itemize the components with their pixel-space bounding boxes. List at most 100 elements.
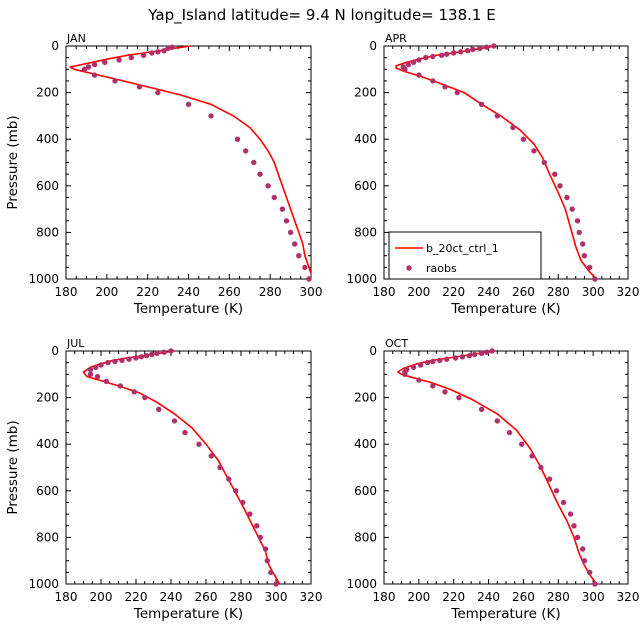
raobs-point [161, 48, 167, 54]
raobs-point [283, 218, 290, 224]
raobs-point [410, 59, 417, 65]
raobs-point [477, 45, 483, 51]
raobs-point [168, 348, 174, 354]
raobs-point [478, 350, 485, 356]
raobs-point [430, 358, 436, 365]
legend-model-label: b_20ct_ctrl_1 [426, 242, 499, 255]
raobs-point [112, 78, 118, 84]
x-tick-label: 280 [547, 285, 570, 299]
raobs-point [430, 78, 436, 84]
raobs-point [510, 124, 516, 131]
raobs-point [306, 276, 312, 282]
raobs-point [234, 136, 241, 142]
raobs-point [271, 194, 277, 201]
y-tick-label: 0 [51, 39, 59, 53]
raobs-point [560, 499, 567, 506]
raobs-point [456, 394, 462, 401]
raobs-point [149, 50, 155, 56]
raobs-point [131, 389, 137, 395]
panel-month-label: OCT [385, 337, 408, 350]
raobs-point [592, 581, 598, 587]
y-axis-label: Pressure (mb) [5, 115, 21, 209]
raobs-point [302, 264, 308, 271]
raobs-point [442, 389, 448, 395]
raobs-point [541, 159, 547, 166]
y-tick-label: 0 [369, 39, 377, 53]
x-tick-label: 200 [95, 285, 118, 299]
raobs-point [410, 364, 417, 370]
x-tick-label: 220 [125, 590, 148, 604]
raobs-point [538, 464, 544, 471]
y-tick-label: 800 [36, 530, 59, 544]
raobs-point [416, 72, 422, 78]
x-tick-label: 180 [373, 285, 396, 299]
raobs-point [296, 253, 302, 259]
raobs-point [240, 499, 246, 506]
raobs-point [140, 52, 147, 58]
raobs-point [417, 362, 424, 368]
raobs-point [519, 441, 525, 447]
raobs-point [557, 183, 563, 189]
x-tick-label: 320 [617, 285, 640, 299]
raobs-point [243, 148, 249, 154]
panel-month-label: JUL [66, 337, 85, 350]
y-tick-label: 400 [36, 437, 59, 451]
raobs-point [484, 349, 490, 355]
x-tick-label: 240 [177, 285, 200, 299]
raobs-point [438, 52, 445, 58]
raobs-point [254, 523, 260, 529]
raobs-point [98, 362, 104, 368]
raobs-point [257, 534, 263, 541]
raobs-point [587, 569, 593, 576]
raobs-point [105, 359, 111, 366]
x-tick-label: 180 [55, 590, 78, 604]
panel-apr: 180 200 220 240 260 280 300 320 0 200 400 600 800 100… [346, 32, 639, 317]
raobs-point [571, 523, 577, 529]
raobs-point [452, 355, 459, 361]
raobs-point [155, 89, 161, 96]
model-profile-line [397, 350, 598, 585]
raobs-point [102, 59, 108, 65]
x-tick-label: 220 [136, 285, 159, 299]
raobs-point [529, 453, 535, 459]
x-tick-label: 320 [617, 590, 640, 604]
y-tick-label: 600 [354, 484, 377, 498]
x-tick-label: 260 [218, 285, 241, 299]
raobs-point [587, 264, 593, 271]
raobs-point [430, 383, 436, 389]
x-axis-label: Temperature (K) [133, 301, 243, 317]
raobs-point [81, 66, 88, 73]
x-axis-label: Temperature (K) [133, 606, 243, 622]
y-tick-label: 400 [354, 437, 377, 451]
raobs-point [154, 350, 160, 356]
y-tick-label: 400 [354, 132, 377, 146]
x-tick-label: 300 [300, 285, 323, 299]
raobs-point [574, 534, 581, 541]
raobs-point [87, 366, 94, 373]
raobs-point [165, 45, 171, 51]
y-tick-label: 600 [354, 179, 377, 193]
raobs-point [459, 354, 466, 360]
raobs-point [208, 453, 214, 459]
raobs-point [402, 371, 408, 377]
raobs-point [226, 476, 232, 482]
raobs-point [91, 61, 98, 68]
x-tick-label: 320 [300, 590, 323, 604]
raobs-point [161, 349, 167, 355]
raobs-point [262, 546, 269, 552]
x-tick-label: 260 [512, 590, 535, 604]
figure-title: Yap_Island latitude= 9.4 N longitude= 13… [147, 6, 495, 25]
x-tick-label: 280 [547, 590, 570, 604]
raobs-point [251, 159, 257, 166]
raobs-point [94, 373, 101, 380]
panel-jul: 180 200 220 240 260 280 300 320 0 200 400 600 800 100… [5, 337, 322, 622]
raobs-point [494, 418, 500, 424]
raobs-point [405, 61, 412, 68]
raobs-point [91, 72, 98, 78]
raobs-point [136, 84, 143, 90]
raobs-point [489, 348, 495, 354]
raobs-point [128, 54, 134, 61]
panel-frame [65, 350, 312, 585]
raobs-point [451, 50, 457, 56]
